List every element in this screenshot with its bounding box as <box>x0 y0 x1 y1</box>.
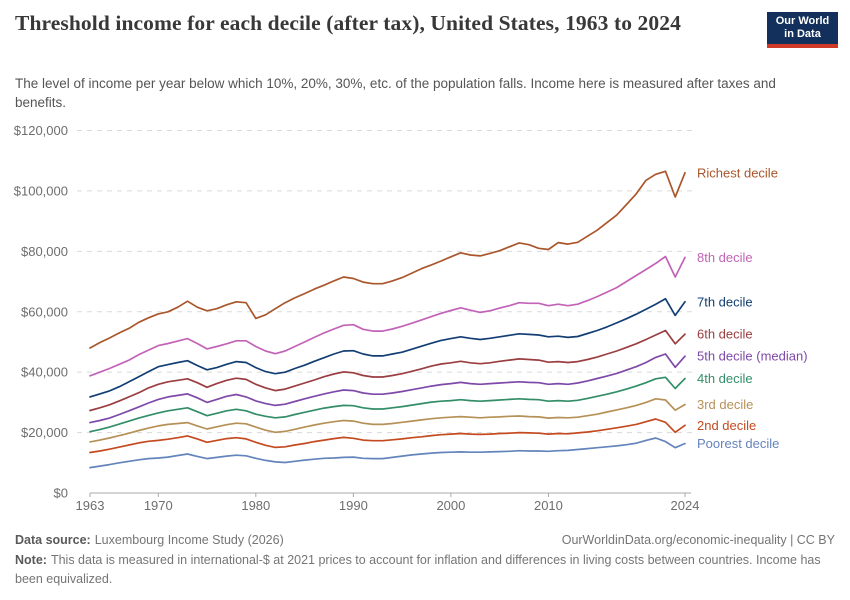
y-axis-label: $40,000 <box>21 365 68 380</box>
x-axis-label: 2000 <box>436 498 465 513</box>
legend-label-richest-decile[interactable]: Richest decile <box>697 165 778 180</box>
chart-canvas: $0 $20,000 $40,000 $60,000 $80,000 $100,000 $1… <box>14 123 808 513</box>
legend-label-8th-decile[interactable]: 8th decile <box>697 250 753 265</box>
chart-title: Threshold income for each decile (after … <box>15 11 681 35</box>
y-axis-label: $120,000 <box>14 123 68 138</box>
y-axis-label: $60,000 <box>21 304 68 319</box>
legend-label-7th-decile[interactable]: 7th decile <box>697 294 753 309</box>
x-axis-label: 1970 <box>144 498 173 513</box>
owid-logo-line1: Our World <box>775 15 830 27</box>
series-line-4th-decile <box>89 376 686 433</box>
legend-label-6th-decile[interactable]: 6th decile <box>697 327 753 342</box>
legend-label-2nd-decile[interactable]: 2nd decile <box>697 418 756 433</box>
series-line-5th-decile-median <box>89 353 686 424</box>
data-source-value: Luxembourg Income Study (2026) <box>94 533 284 547</box>
y-axis-label: $100,000 <box>14 183 68 198</box>
chart-footer: Data source: Luxembourg Income Study (202… <box>15 531 835 589</box>
footer-note-label: Note: <box>15 553 47 567</box>
series-line-richest-decile <box>89 170 686 349</box>
footer-note-text: This data is measured in international-$… <box>15 553 821 586</box>
x-axis-label: 2024 <box>671 498 700 513</box>
legend-label-poorest-decile[interactable]: Poorest decile <box>697 436 779 451</box>
footer-note: Note: This data is measured in internatio… <box>15 551 835 589</box>
series-line-6th-decile <box>89 329 686 412</box>
series-line-3rd-decile <box>89 397 686 443</box>
legend-label-3rd-decile[interactable]: 3rd decile <box>697 397 753 412</box>
x-axis-label: 1990 <box>339 498 368 513</box>
series-line-poorest-decile <box>89 437 686 469</box>
series-line-2nd-decile <box>89 418 686 454</box>
y-axis-label: $20,000 <box>21 425 68 440</box>
y-axis-label: $0 <box>54 486 68 501</box>
series-line-8th-decile <box>89 255 686 377</box>
data-source: Data source: Luxembourg Income Study (202… <box>15 531 284 550</box>
data-source-label: Data source: <box>15 533 91 547</box>
footer-license-link[interactable]: OurWorldinData.org/economic-inequality |… <box>561 533 835 547</box>
legend-label-4th-decile[interactable]: 4th decile <box>697 371 753 386</box>
chart-subtitle: The level of income per year below which… <box>15 76 776 110</box>
x-axis-label: 1963 <box>76 498 105 513</box>
legend-label-5th-decile-median[interactable]: 5th decile (median) <box>697 349 808 364</box>
owid-logo-line2: in Data <box>784 28 821 40</box>
x-axis-label: 1980 <box>241 498 270 513</box>
owid-logo[interactable]: Our World in Data <box>767 12 838 48</box>
y-axis-label: $80,000 <box>21 244 68 259</box>
x-axis-label: 2010 <box>534 498 563 513</box>
series-line-7th-decile <box>89 297 686 398</box>
